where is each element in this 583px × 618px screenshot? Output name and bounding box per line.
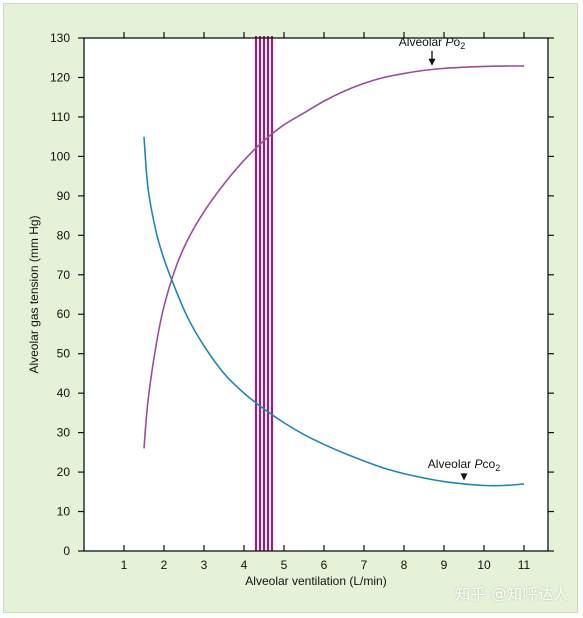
- y-tick-label: 80: [57, 228, 71, 242]
- series-layer: [143, 65, 525, 487]
- label-prefix: Alveolar: [428, 457, 475, 471]
- x-tick-label: 10: [477, 558, 491, 572]
- po2-label: Alveolar Po2: [399, 35, 465, 51]
- y-tick-label: 40: [57, 386, 71, 400]
- label-gas: o: [454, 35, 461, 49]
- label-gas: co: [483, 457, 496, 471]
- x-tick-label: 8: [401, 558, 408, 572]
- annotation-arrow-head: [428, 58, 436, 66]
- pco2-series-line: [143, 136, 525, 487]
- y-tick-label: 50: [57, 347, 71, 361]
- y-tick-label: 10: [57, 505, 71, 519]
- label-subscript: 2: [495, 463, 500, 473]
- y-tick-label: 110: [51, 110, 70, 124]
- label-subscript: 2: [460, 41, 465, 51]
- po2-series-line: [143, 65, 525, 449]
- x-tick-label: 5: [281, 558, 288, 572]
- annotation-arrow-head: [460, 473, 468, 481]
- pco2-label: Alveolar Pco2: [428, 457, 500, 473]
- x-axis-title: Alveolar ventilation (L/min): [245, 574, 386, 588]
- x-tick-label: 3: [201, 558, 208, 572]
- x-tick-label: 2: [161, 558, 168, 572]
- label-prefix: Alveolar: [399, 35, 446, 49]
- x-tick-label: 6: [321, 558, 328, 572]
- plot-area: [84, 38, 548, 551]
- x-tick-label: 1: [121, 558, 128, 572]
- y-tick-label: 20: [57, 465, 71, 479]
- y-tick-label: 90: [57, 189, 71, 203]
- x-tick-label: 9: [441, 558, 448, 572]
- x-tick-label: 7: [361, 558, 368, 572]
- y-tick-label: 70: [57, 268, 71, 282]
- label-symbol: P: [474, 457, 482, 471]
- y-tick-label: 100: [50, 149, 70, 163]
- y-tick-label: 60: [57, 307, 71, 321]
- plot-frame: [83, 37, 549, 552]
- y-tick-label: 0: [63, 544, 70, 558]
- y-tick-label: 30: [57, 426, 71, 440]
- y-tick-label: 120: [50, 70, 70, 84]
- x-tick-label: 11: [518, 558, 531, 572]
- axes: 0 10 20 30 40 50 60 70 80 90 100 110 120 130 1 2 3 4 5 6 7 8 9…: [50, 31, 554, 572]
- x-tick-label: 4: [241, 558, 248, 572]
- watermark: 知乎 @知呼达人: [455, 585, 569, 603]
- label-symbol: P: [445, 35, 453, 49]
- y-tick-label: 130: [50, 31, 70, 45]
- y-axis-title: Alveolar gas tension (mm Hg): [27, 215, 41, 373]
- ventilation-band: [254, 36, 274, 551]
